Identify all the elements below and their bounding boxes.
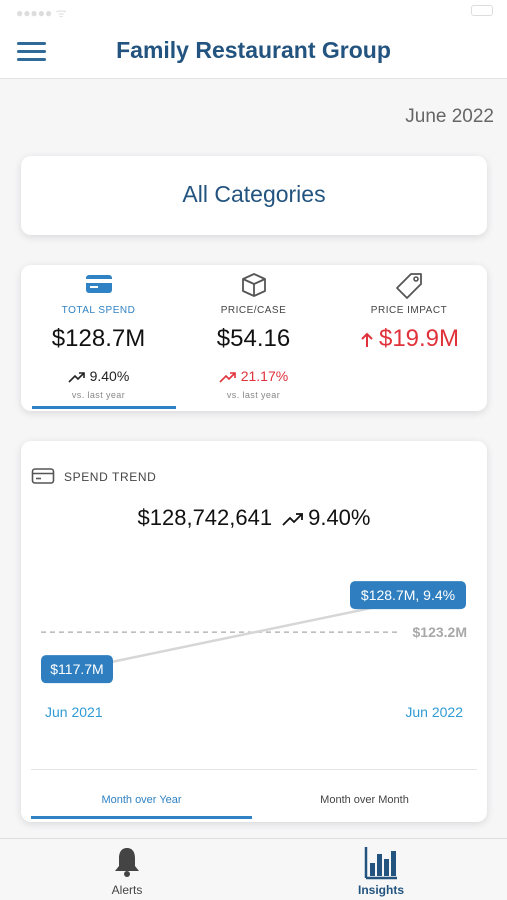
hamburger-menu-icon[interactable] (17, 42, 46, 62)
data-label-start: $117.7M (41, 655, 113, 684)
kpi-label: PRICE/CASE (220, 305, 287, 316)
tab-label: Month over Month (320, 794, 409, 806)
bar-chart-icon (364, 847, 397, 880)
kpi-value-text: $19.9M (378, 325, 460, 352)
signal-indicator: ●●●●● ᯤ (16, 6, 67, 20)
kpi-value: $19.9M (331, 325, 487, 353)
kpi-change-value: 9.40% (89, 368, 130, 384)
kpi-change-value: 21.17% (240, 368, 289, 384)
kpi-value: $128.7M (51, 325, 146, 352)
kpi-active-indicator (32, 406, 176, 409)
spend-trend-card: SPEND TREND $128,742,641 9.40% $123.2M $… (21, 441, 487, 822)
spend-trend-total: $128,742,641 (137, 505, 273, 530)
kpi-sub: vs. last year (71, 390, 126, 400)
trend-up-icon (68, 372, 85, 383)
svg-text:$128.7M, 9.4%: $128.7M, 9.4% (361, 587, 455, 603)
page-title: Family Restaurant Group (116, 37, 391, 63)
spend-trend-title: SPEND TREND (64, 470, 157, 484)
tab-active-indicator (31, 816, 252, 819)
comparison-tabs: Month over Year Month over Month (31, 769, 477, 822)
tab-label: Month over Year (101, 794, 182, 806)
box-icon (241, 273, 266, 297)
reference-line-label: $123.2M (413, 624, 467, 640)
data-label-end: $128.7M, 9.4% (350, 581, 466, 610)
bottom-nav: Alerts Insights (0, 838, 507, 900)
nav-alerts[interactable]: Alerts (67, 839, 187, 900)
trend-up-icon (282, 513, 303, 526)
spend-trend-change: 9.40 (308, 505, 351, 530)
trend-up-icon (219, 372, 236, 383)
kpi-label: PRICE IMPACT (370, 305, 448, 316)
top-bar: Family Restaurant Group (0, 24, 507, 79)
nav-insights[interactable]: Insights (321, 839, 441, 900)
kpi-price-case[interactable]: PRICE/CASE $54.16 21.17% vs. last year (176, 265, 331, 411)
price-tag-icon (396, 273, 422, 299)
x-tick-label-end: Jun 2022 (405, 704, 463, 720)
tab-month-over-year[interactable]: Month over Year (31, 770, 252, 823)
bell-icon (115, 848, 139, 877)
date-label: June 2022 (405, 106, 494, 127)
credit-card-icon (31, 468, 55, 484)
x-tick-label-start: Jun 2021 (45, 704, 103, 720)
kpi-sub: vs. last year (226, 390, 281, 400)
category-selector[interactable]: All Categories (21, 156, 487, 235)
credit-card-icon (85, 275, 112, 293)
tab-month-over-month[interactable]: Month over Month (254, 770, 475, 823)
nav-label: Alerts (111, 883, 143, 897)
kpi-change: 21.17% (176, 368, 331, 384)
category-selector-label: All Categories (182, 181, 326, 207)
svg-text:$117.7M: $117.7M (50, 661, 103, 677)
spend-trend-chart: $123.2M $117.7M $128.7M, 9.4% Jun 2021 J… (41, 581, 467, 720)
kpi-card: TOTAL SPEND $128.7M 9.40% vs. last year … (21, 265, 487, 411)
battery-icon (471, 5, 493, 16)
arrow-up-icon (361, 332, 373, 347)
nav-label: Insights (357, 883, 404, 897)
spend-trend-summary: $128,742,641 9.40% (21, 505, 487, 531)
kpi-price-impact[interactable]: PRICE IMPACT $19.9M (331, 265, 487, 411)
kpi-total-spend[interactable]: TOTAL SPEND $128.7M 9.40% vs. last year (21, 265, 176, 411)
kpi-label: TOTAL SPEND (61, 305, 136, 316)
kpi-value: $54.16 (216, 325, 291, 352)
kpi-change: 9.40% (21, 368, 176, 384)
status-bar: ●●●●● ᯤ (0, 0, 507, 24)
spend-trend-percent-sign: % (350, 505, 371, 530)
